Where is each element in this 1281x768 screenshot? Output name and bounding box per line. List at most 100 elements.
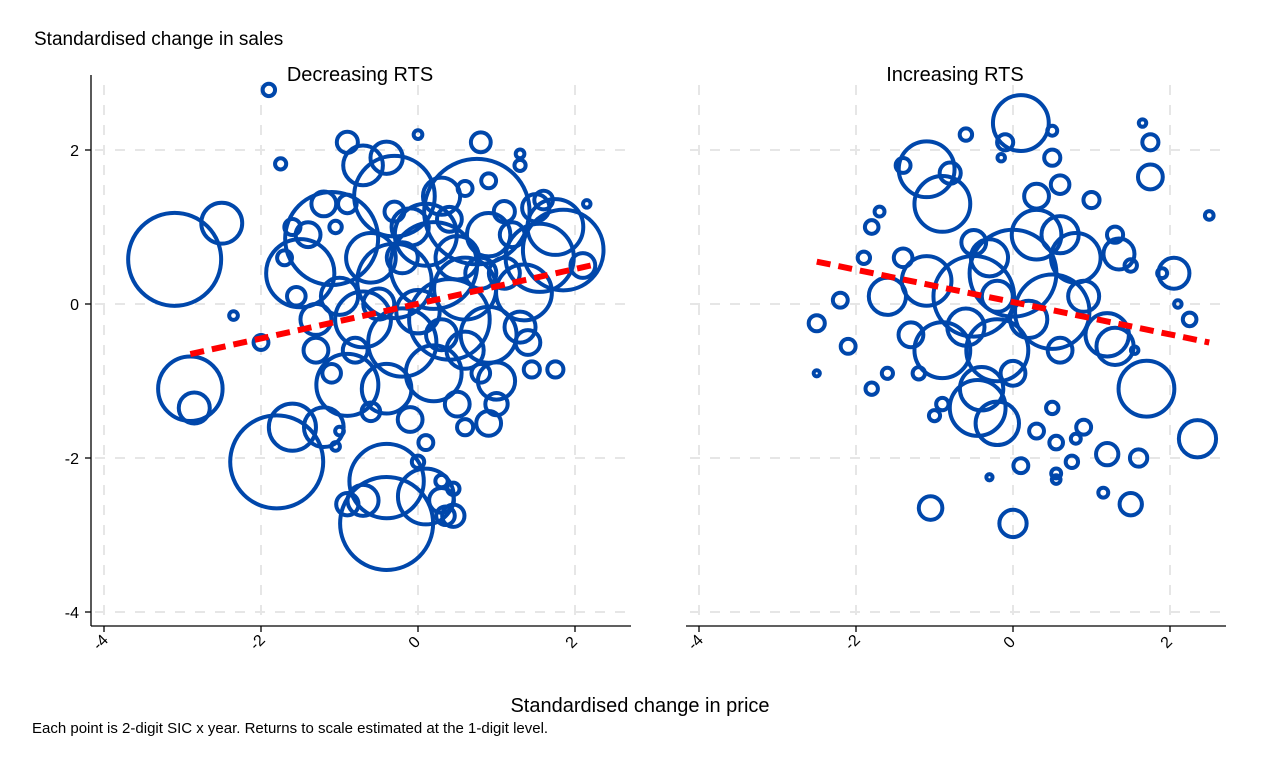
scatter-point <box>1117 491 1144 518</box>
scatter-point <box>945 306 987 348</box>
scatter-point <box>251 333 271 352</box>
scatter-point <box>394 288 442 336</box>
x-tick-label: 2 <box>1158 634 1176 652</box>
scatter-point <box>866 275 909 317</box>
scatter-point <box>486 255 522 291</box>
scatter-point <box>1136 117 1149 129</box>
scatter-point <box>409 453 427 471</box>
fit-line <box>816 258 1210 346</box>
scatter-point <box>433 472 450 490</box>
panel-right-points <box>806 93 1219 540</box>
panel-left: Decreasing RTS -4 -2 0 2 -4 -2 0 2 <box>65 64 631 654</box>
scatter-point <box>334 491 361 518</box>
scatter-point <box>395 405 425 434</box>
panel-left-title: Decreasing RTS <box>287 64 433 86</box>
scatter-point <box>333 424 346 438</box>
scatter-point <box>347 441 426 521</box>
scatter-point <box>440 502 467 529</box>
panel-left-grid <box>95 85 627 622</box>
x-tick-label: 0 <box>1001 634 1019 652</box>
x-tick-label: -2 <box>842 632 864 654</box>
panel-right-grid <box>690 85 1222 622</box>
scatter-point <box>1022 181 1051 211</box>
scatter-point <box>912 174 973 234</box>
scatter-point <box>424 317 460 353</box>
scatter-point <box>1063 453 1081 471</box>
scatter-point <box>512 157 528 173</box>
scatter-point <box>318 275 361 317</box>
scatter-point <box>1045 335 1075 365</box>
scatter-point <box>912 320 973 381</box>
scatter-point <box>997 507 1029 540</box>
scatter-point <box>1027 421 1046 441</box>
scatter-point <box>334 129 360 155</box>
scatter-point <box>937 160 963 186</box>
scatter-point <box>990 93 1051 153</box>
scatter-point <box>228 413 326 511</box>
scatter-point <box>1140 132 1161 153</box>
scatter-point <box>126 210 224 308</box>
scatter-point <box>264 237 337 310</box>
scatter-point <box>984 472 995 483</box>
scatter-point <box>979 278 1015 314</box>
scatter-point <box>973 399 1021 448</box>
scatter-point <box>1042 147 1063 168</box>
scatter-point <box>464 211 513 259</box>
scatter-point <box>1122 257 1139 274</box>
scatter-point <box>309 189 339 219</box>
scatter-point <box>513 147 527 161</box>
scatter-point <box>285 285 308 308</box>
x-tick-label: 2 <box>563 634 581 652</box>
scatter-point <box>329 440 342 453</box>
scatter-point <box>806 313 827 334</box>
scatter-point <box>1180 310 1199 329</box>
scatter-point <box>513 328 543 357</box>
fit-line <box>189 262 592 357</box>
panel-right-fit <box>816 258 1210 346</box>
scatter-point <box>435 204 464 234</box>
scatter-point <box>1049 466 1064 481</box>
scatter-point <box>581 198 593 210</box>
scatter-point <box>995 151 1007 164</box>
scatter-point <box>1008 298 1050 340</box>
x-tick-label: -2 <box>247 632 269 654</box>
scatter-point <box>899 254 954 308</box>
y-axis-title: Standardised change in sales <box>34 29 283 50</box>
scatter-point <box>474 408 504 438</box>
scatter-point <box>1116 358 1177 419</box>
scatter-point <box>366 306 439 379</box>
scatter-point <box>275 248 294 268</box>
scatter-point <box>863 380 880 397</box>
scatter-point <box>260 81 278 99</box>
panel-left-axes: -4 -2 0 2 -4 -2 0 2 <box>65 75 631 654</box>
scatter-point <box>862 218 881 236</box>
panel-left-fit <box>189 262 592 357</box>
scatter-point <box>327 218 344 236</box>
x-tick-label: 0 <box>406 634 424 652</box>
scatter-point <box>1011 456 1031 476</box>
scatter-point <box>1156 255 1192 291</box>
scatter-point <box>273 156 289 172</box>
scatter-point <box>872 204 887 219</box>
panel-right-axes: -4 -2 0 2 <box>685 625 1226 654</box>
scatter-point <box>916 494 945 522</box>
scatter-point <box>442 389 472 419</box>
scatter-point <box>491 199 517 225</box>
scatter-point <box>926 408 943 424</box>
scatter-point <box>521 359 542 380</box>
scatter-point <box>1045 123 1060 138</box>
scatter-point <box>384 240 420 276</box>
scatter-point <box>1128 344 1141 356</box>
scatter-point <box>1176 418 1219 460</box>
scatter-point <box>896 320 926 350</box>
scatter-point <box>341 143 385 188</box>
scatter-point <box>455 179 475 198</box>
scatter-point <box>227 309 240 322</box>
scatter-point <box>1009 207 1064 262</box>
scatter-point <box>855 249 873 266</box>
scatter-point <box>1066 278 1102 314</box>
scatter-point <box>1135 162 1165 192</box>
footnote: Each point is 2-digit SIC x year. Return… <box>32 720 548 737</box>
scatter-point <box>811 368 822 379</box>
